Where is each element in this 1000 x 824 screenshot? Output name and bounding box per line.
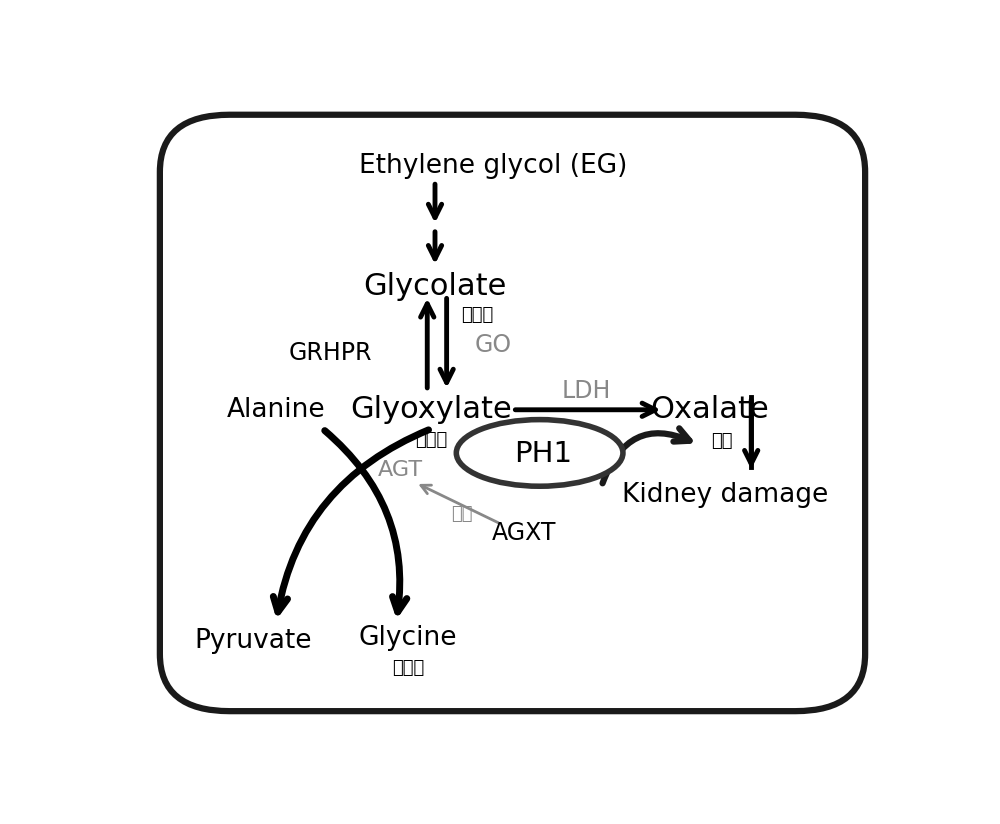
- Text: AGXT: AGXT: [492, 522, 556, 545]
- Text: AGT: AGT: [378, 460, 423, 480]
- Text: Glycolate: Glycolate: [363, 272, 507, 301]
- Text: 乙醇酸: 乙醇酸: [415, 431, 447, 448]
- FancyArrowPatch shape: [440, 298, 453, 382]
- Text: Ethylene glycol (EG): Ethylene glycol (EG): [359, 152, 627, 179]
- Text: Glycine: Glycine: [359, 625, 457, 651]
- FancyArrowPatch shape: [325, 431, 407, 612]
- Text: 乙醇酸: 乙醇酸: [462, 306, 494, 324]
- Text: Glyoxylate: Glyoxylate: [350, 396, 512, 424]
- Text: GRHPR: GRHPR: [289, 340, 372, 365]
- FancyBboxPatch shape: [160, 115, 865, 711]
- FancyArrowPatch shape: [515, 403, 655, 416]
- Text: Oxalate: Oxalate: [651, 396, 770, 424]
- FancyArrowPatch shape: [428, 232, 442, 259]
- Text: Alanine: Alanine: [227, 397, 325, 423]
- Text: LDH: LDH: [561, 379, 611, 403]
- FancyArrowPatch shape: [421, 485, 498, 522]
- FancyArrowPatch shape: [428, 184, 442, 218]
- FancyArrowPatch shape: [745, 400, 758, 464]
- Text: PH1: PH1: [514, 440, 573, 468]
- Ellipse shape: [456, 419, 623, 486]
- Text: 编码: 编码: [451, 505, 473, 523]
- FancyArrowPatch shape: [273, 430, 429, 612]
- Text: 草酸: 草酸: [711, 433, 732, 451]
- FancyArrowPatch shape: [603, 428, 690, 484]
- Text: Pyruvate: Pyruvate: [194, 629, 312, 654]
- FancyArrowPatch shape: [421, 304, 434, 388]
- Text: Kidney damage: Kidney damage: [622, 482, 829, 508]
- Text: GO: GO: [475, 333, 512, 357]
- Text: 甘氨酸: 甘氨酸: [392, 659, 424, 677]
